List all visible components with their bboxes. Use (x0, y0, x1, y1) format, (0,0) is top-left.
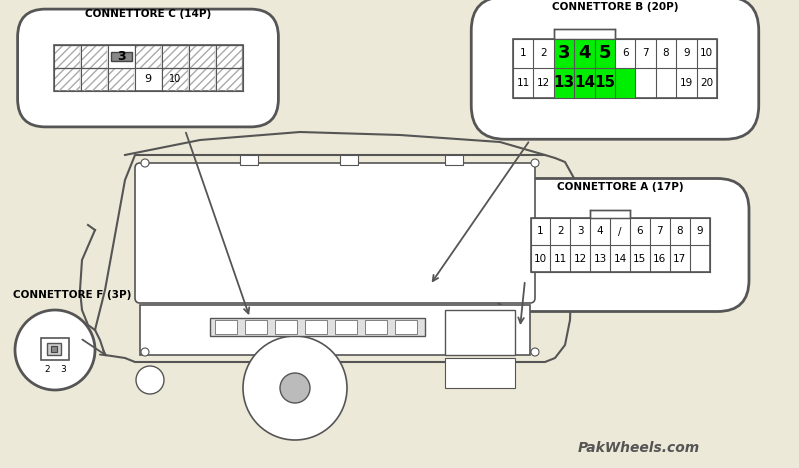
Text: 14: 14 (574, 75, 595, 90)
Text: 12: 12 (537, 78, 551, 88)
Text: 15: 15 (594, 75, 615, 90)
Text: 15: 15 (634, 254, 646, 263)
Bar (51, 346, 57, 352)
Text: 1: 1 (520, 48, 527, 58)
Bar (305, 320, 327, 334)
Text: 10: 10 (700, 48, 714, 58)
Bar (135, 45, 161, 67)
Text: 16: 16 (653, 254, 666, 263)
Bar (340, 155, 358, 165)
Text: 2: 2 (540, 48, 547, 58)
Bar (245, 320, 267, 334)
Bar (335, 320, 357, 334)
Bar (189, 45, 215, 67)
Text: 1: 1 (537, 227, 544, 236)
Bar (81, 68, 107, 90)
Circle shape (531, 159, 539, 167)
Bar (554, 29, 615, 38)
Bar (81, 45, 107, 67)
FancyBboxPatch shape (18, 9, 278, 127)
Bar (395, 320, 417, 334)
Bar (574, 68, 594, 97)
Text: 14: 14 (614, 254, 626, 263)
Text: 6: 6 (622, 48, 629, 58)
Text: 13: 13 (554, 75, 574, 90)
Bar (445, 358, 515, 388)
Circle shape (141, 159, 149, 167)
Text: 7: 7 (657, 227, 663, 236)
Bar (110, 52, 132, 61)
Circle shape (136, 366, 164, 394)
Text: /: / (618, 227, 622, 236)
Text: CONNETTORE A (17P): CONNETTORE A (17P) (557, 182, 683, 192)
Text: 9: 9 (145, 74, 152, 85)
Text: PakWheels.com: PakWheels.com (578, 441, 700, 455)
Circle shape (141, 348, 149, 356)
Text: 19: 19 (680, 78, 693, 88)
Text: 4: 4 (578, 44, 590, 62)
Bar (47, 343, 61, 355)
Circle shape (280, 373, 310, 403)
Text: 13: 13 (594, 254, 606, 263)
Text: 4: 4 (597, 227, 603, 236)
Text: 11: 11 (517, 78, 530, 88)
Bar (275, 320, 297, 334)
Bar (574, 38, 594, 68)
Text: CONNETTORE B (20P): CONNETTORE B (20P) (552, 2, 678, 13)
Text: 3: 3 (60, 366, 66, 374)
Text: 7: 7 (642, 48, 649, 58)
Bar (554, 68, 574, 97)
Circle shape (531, 348, 539, 356)
Bar (140, 305, 530, 355)
Text: 11: 11 (554, 254, 567, 263)
Bar (554, 38, 574, 68)
Bar (162, 68, 188, 90)
Text: 9: 9 (696, 227, 703, 236)
Bar (54, 68, 80, 90)
Text: 10: 10 (534, 254, 547, 263)
Bar (594, 38, 615, 68)
Bar (445, 310, 515, 355)
Bar (365, 320, 387, 334)
Text: 3: 3 (117, 50, 125, 63)
Bar (189, 68, 215, 90)
Bar (240, 155, 258, 165)
FancyBboxPatch shape (135, 163, 535, 303)
Bar (54, 45, 243, 91)
Text: 9: 9 (683, 48, 690, 58)
Bar (594, 68, 615, 97)
Text: 6: 6 (637, 227, 643, 236)
Circle shape (243, 336, 347, 440)
FancyBboxPatch shape (491, 178, 749, 312)
FancyBboxPatch shape (471, 0, 759, 139)
Bar (210, 318, 425, 336)
Text: CONNETTORE C (14P): CONNETTORE C (14P) (85, 9, 211, 19)
Bar (41, 338, 69, 360)
Text: 17: 17 (673, 254, 686, 263)
Bar (513, 38, 717, 97)
Bar (216, 68, 242, 90)
Text: 3: 3 (558, 44, 570, 62)
Text: CONNETTORE F (3P): CONNETTORE F (3P) (13, 290, 131, 300)
Bar (531, 218, 710, 272)
Bar (615, 68, 635, 97)
Bar (215, 320, 237, 334)
Circle shape (15, 310, 95, 390)
Text: 12: 12 (574, 254, 586, 263)
Bar (216, 45, 242, 67)
Bar (445, 155, 463, 165)
Bar (590, 210, 630, 218)
Bar (108, 68, 134, 90)
Text: 20: 20 (700, 78, 714, 88)
Text: 8: 8 (677, 227, 683, 236)
Text: 2: 2 (557, 227, 563, 236)
Text: 8: 8 (662, 48, 670, 58)
Text: 2: 2 (44, 366, 50, 374)
Text: 3: 3 (577, 227, 583, 236)
Bar (162, 45, 188, 67)
Text: 10: 10 (169, 74, 181, 85)
Text: 5: 5 (598, 44, 611, 62)
Bar (54, 45, 80, 67)
